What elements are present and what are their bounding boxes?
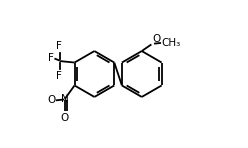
Text: O: O xyxy=(61,113,69,123)
Text: CH₃: CH₃ xyxy=(162,38,181,48)
Text: O: O xyxy=(152,34,160,44)
Text: N: N xyxy=(61,94,69,104)
Text: F: F xyxy=(48,53,54,63)
Text: O: O xyxy=(47,95,55,105)
Text: F: F xyxy=(56,71,62,81)
Text: F: F xyxy=(56,41,62,51)
